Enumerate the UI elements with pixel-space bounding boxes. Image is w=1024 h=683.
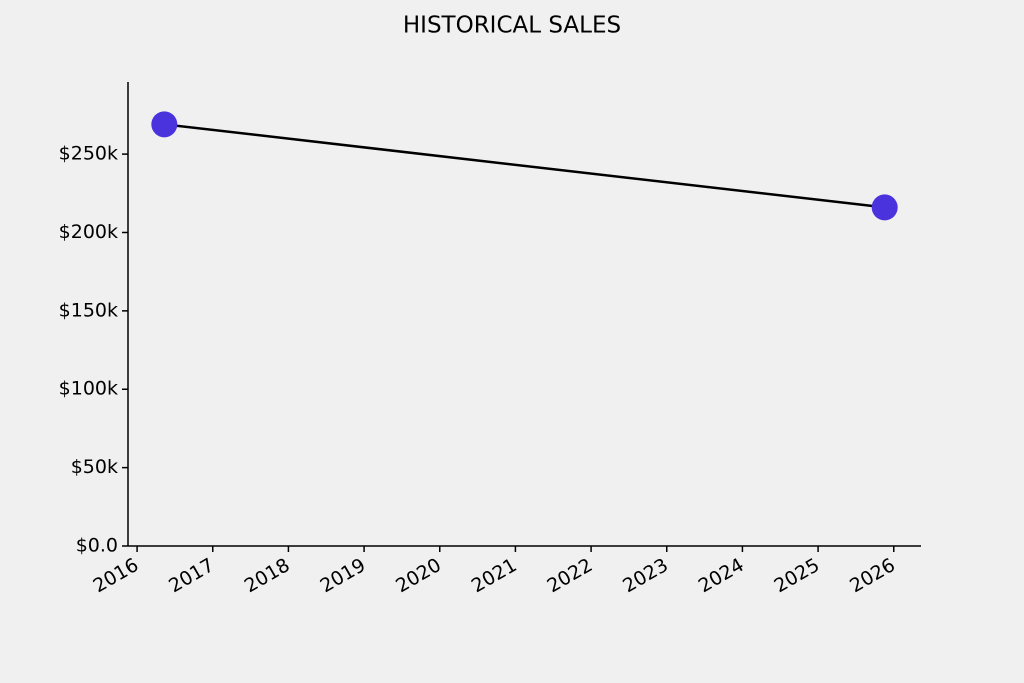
y-tick-label: $150k xyxy=(59,299,118,321)
x-tick-label: 2019 xyxy=(316,554,369,597)
x-tick-label: 2025 xyxy=(770,554,823,597)
x-tick-label: 2024 xyxy=(695,554,748,597)
line xyxy=(164,123,885,209)
x-tick-label: 2017 xyxy=(165,554,218,597)
point xyxy=(871,194,898,221)
x-tick-label: 2023 xyxy=(619,554,672,597)
x-tick-label: 2018 xyxy=(241,554,294,597)
x-tick-label: 2022 xyxy=(543,554,596,597)
x-tick-label: 2020 xyxy=(392,554,445,597)
point xyxy=(151,111,178,138)
y-tick-label: $0.0 xyxy=(76,535,118,557)
y-tick-label: $250k xyxy=(59,143,118,165)
x-tick-label: 2021 xyxy=(468,554,521,597)
y-tick-label: $50k xyxy=(71,456,118,478)
y-tick-label: $200k xyxy=(59,221,118,243)
y-tick-label: $100k xyxy=(59,378,118,400)
x-tick-label: 2016 xyxy=(89,554,142,597)
x-tick-label: 2026 xyxy=(846,554,899,597)
chart-title: HISTORICAL SALES xyxy=(403,13,621,39)
